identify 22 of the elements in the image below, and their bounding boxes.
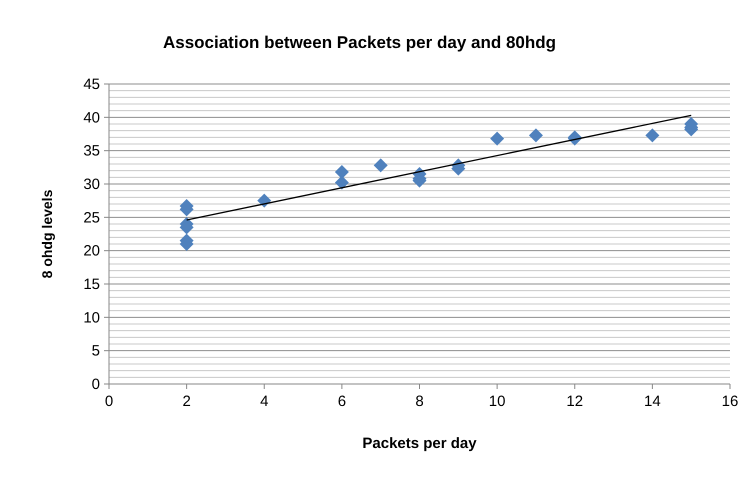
x-tick-label: 0: [104, 393, 114, 410]
y-tick-label: 10: [83, 309, 100, 326]
y-tick-label: 15: [83, 276, 100, 293]
x-tick-label: 8: [415, 393, 424, 410]
x-tick-label: 10: [488, 393, 506, 410]
x-tick-label: 2: [182, 393, 191, 410]
y-tick-label: 0: [92, 376, 100, 393]
x-tick-label: 16: [722, 393, 738, 410]
y-axis-title: 8 ohdg levels: [39, 189, 55, 278]
x-tick-label: 12: [566, 393, 584, 410]
y-tick-label: 40: [83, 109, 100, 126]
y-tick-label: 35: [83, 142, 100, 160]
y-tick-label: 5: [92, 342, 100, 360]
x-tick-label: 6: [338, 393, 346, 410]
x-tick-label: 14: [644, 393, 661, 410]
y-tick-label: 20: [83, 242, 100, 260]
x-tick-label: 4: [260, 393, 268, 410]
y-tick-label: 30: [83, 176, 100, 193]
y-tick-label: 25: [83, 209, 100, 226]
x-axis-title: Packets per day: [362, 435, 478, 452]
y-tick-label: 45: [83, 76, 100, 93]
chart-title: Association between Packets per day and 80hdg: [162, 33, 556, 52]
